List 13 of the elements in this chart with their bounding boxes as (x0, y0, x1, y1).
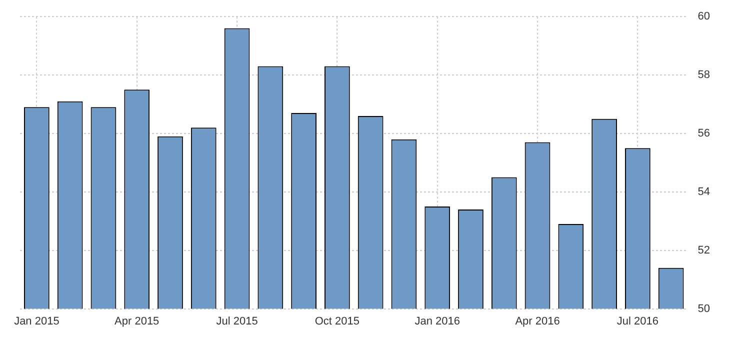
x-tick-label: Oct 2015 (314, 315, 360, 328)
y-tick-label: 54 (698, 186, 710, 198)
x-tick-label: Apr 2016 (515, 315, 560, 328)
x-tick-label: Jan 2015 (14, 315, 60, 328)
x-tick-label: Jul 2016 (616, 315, 658, 328)
y-tick-label: 52 (698, 244, 710, 256)
y-tick-label: 56 (698, 128, 710, 140)
x-tick-label: Jul 2015 (216, 315, 258, 328)
x-tick-label: Jan 2016 (414, 315, 460, 328)
y-tick-label: 50 (698, 302, 710, 315)
x-tick-label: Apr 2015 (114, 315, 160, 328)
y-tick-label: 60 (698, 10, 710, 23)
y-tick-label: 58 (698, 69, 710, 82)
